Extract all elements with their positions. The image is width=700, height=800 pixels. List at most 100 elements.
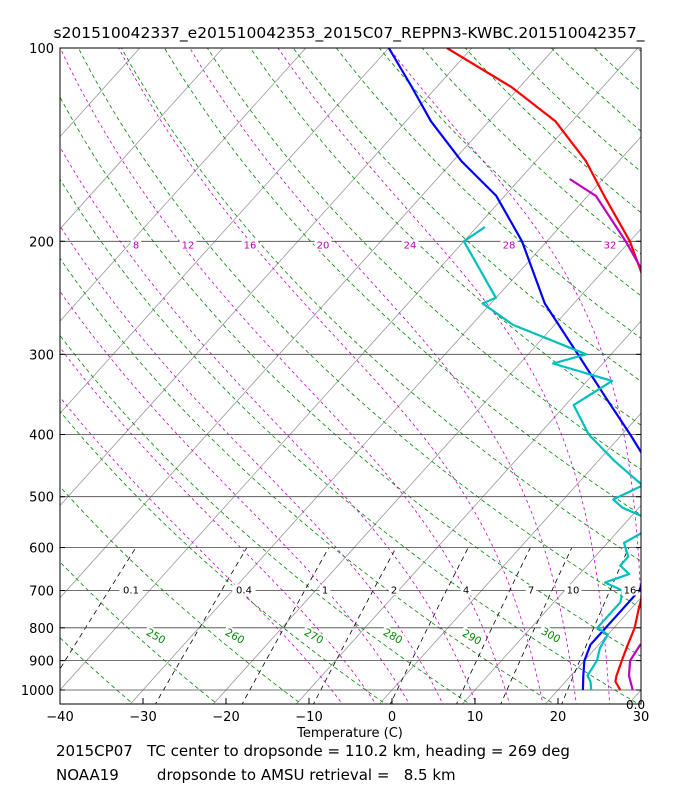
moist-adiabat-label: 24 bbox=[404, 241, 417, 252]
x-tick-label: 30 bbox=[633, 710, 650, 725]
x-tick-label: 20 bbox=[550, 710, 567, 725]
y-tick-label: 900 bbox=[29, 655, 54, 670]
moist-adiabat-label-bg bbox=[500, 239, 518, 251]
corner-label: 0.0 bbox=[626, 698, 645, 712]
mixing-ratio-label: 4 bbox=[463, 586, 469, 597]
mixing-ratio-label-bg bbox=[525, 584, 537, 596]
series-line-1 bbox=[446, 48, 641, 691]
dry-adiabat-label-bg bbox=[142, 624, 170, 648]
y-tick-label: 500 bbox=[29, 491, 54, 506]
moist-adiabat-line bbox=[60, 346, 377, 704]
mixing-ratio-label: 0.1 bbox=[123, 586, 139, 597]
moist-adiabat-label: 8 bbox=[133, 241, 139, 252]
mixing-ratio-line bbox=[60, 547, 137, 670]
mixing-ratio-label: 16 bbox=[624, 586, 637, 597]
x-tick-label: −20 bbox=[212, 710, 239, 725]
mixing-ratio-label: 7 bbox=[528, 586, 534, 597]
caption-line-1: 2015CP07 TC center to dropsonde = 110.2 … bbox=[56, 742, 570, 760]
mixing-ratio-line bbox=[389, 547, 469, 704]
dry-adiabat-line bbox=[60, 96, 641, 657]
series-line-3 bbox=[462, 226, 641, 691]
x-tick-label: −40 bbox=[46, 710, 73, 725]
dry-adiabat-label-bg bbox=[221, 624, 249, 648]
moist-adiabat-label: 32 bbox=[604, 241, 617, 252]
isotherm-line bbox=[60, 48, 141, 138]
isotherm-line bbox=[60, 48, 473, 507]
dry-adiabat-line bbox=[249, 48, 641, 426]
x-tick-label: −30 bbox=[129, 710, 156, 725]
dry-adiabat-line bbox=[60, 561, 218, 704]
moist-adiabat-label-bg bbox=[601, 239, 619, 251]
isotherm-line bbox=[461, 504, 641, 704]
mixing-ratio-label: 10 bbox=[567, 586, 580, 597]
dry-adiabat-line bbox=[335, 48, 641, 339]
x-axis-label: Temperature (C) bbox=[296, 726, 403, 740]
isotherm-line bbox=[378, 412, 641, 704]
y-tick-label: 200 bbox=[29, 235, 54, 250]
dry-adiabat-line bbox=[292, 48, 641, 382]
moist-adiabat-line bbox=[60, 146, 477, 704]
moist-adiabat-label: 28 bbox=[503, 241, 516, 252]
dry-adiabat-line bbox=[421, 48, 641, 255]
caption-line-2: NOAA19 dropsonde to AMSU retrieval = 8.5… bbox=[56, 766, 456, 784]
dry-adiabat-label-bg bbox=[537, 623, 565, 647]
isotherm-line bbox=[60, 48, 639, 691]
isotherm-line bbox=[212, 228, 641, 704]
moist-adiabat-label: 20 bbox=[317, 241, 330, 252]
mixing-ratio-line bbox=[500, 547, 573, 704]
dry-adiabat-label-bg bbox=[300, 624, 328, 648]
y-tick-label: 800 bbox=[29, 622, 54, 637]
moist-adiabat-label-bg bbox=[179, 239, 197, 251]
dry-adiabat-line bbox=[163, 48, 641, 516]
mixing-ratio-label-bg bbox=[232, 584, 256, 596]
x-tick-label: 0 bbox=[388, 710, 396, 725]
y-tick-label: 600 bbox=[29, 542, 54, 557]
isotherm-line bbox=[129, 136, 641, 704]
moist-adiabat-label-bg bbox=[314, 239, 332, 251]
mixing-ratio-line bbox=[456, 547, 531, 704]
mixing-ratio-label-bg bbox=[460, 584, 472, 596]
mixing-ratio-label-bg bbox=[319, 584, 331, 596]
dry-adiabat-line bbox=[60, 178, 640, 704]
moist-adiabat-line bbox=[60, 225, 444, 704]
moist-adiabat-label: 16 bbox=[244, 241, 257, 252]
dry-adiabat-line bbox=[60, 334, 471, 704]
isotherm-line bbox=[0, 34, 70, 707]
chart-title: s201510042337_e201510042353_2015C07_REPP… bbox=[54, 24, 645, 43]
dry-adiabat-line bbox=[60, 486, 303, 704]
isotherm-line bbox=[60, 48, 307, 322]
isotherm-line bbox=[60, 48, 556, 599]
moist-adiabat-label-bg bbox=[401, 239, 419, 251]
moist-adiabat-label-bg bbox=[241, 239, 259, 251]
dry-adiabat-line bbox=[60, 637, 134, 704]
dry-adiabat-line bbox=[378, 48, 641, 297]
isotherm-line bbox=[60, 48, 390, 414]
isotherm-line bbox=[60, 48, 224, 230]
isotherm-line bbox=[627, 689, 641, 704]
mixing-ratio-label: 2 bbox=[391, 586, 397, 597]
dry-adiabat-line bbox=[664, 34, 700, 707]
x-tick-label: 10 bbox=[467, 710, 484, 725]
series-line-2 bbox=[387, 48, 641, 691]
mixing-ratio-label-bg bbox=[621, 584, 639, 596]
y-tick-label: 400 bbox=[29, 429, 54, 444]
mixing-ratio-label-bg bbox=[564, 584, 582, 596]
dry-adiabat-line bbox=[120, 48, 641, 562]
dry-adiabat-line bbox=[77, 48, 641, 609]
moist-adiabat-label-bg bbox=[130, 239, 142, 251]
mixing-ratio-line bbox=[154, 547, 248, 704]
moist-adiabat-line bbox=[388, 48, 641, 618]
dry-adiabat-line bbox=[60, 410, 387, 704]
y-tick-label: 1000 bbox=[21, 684, 54, 699]
skewt-chart: s201510042337_e201510042353_2015C07_REPP… bbox=[0, 24, 700, 740]
dry-adiabat-label-bg bbox=[379, 624, 407, 648]
moist-adiabat-line bbox=[60, 396, 344, 704]
mixing-ratio-line bbox=[313, 547, 397, 704]
mixing-ratio-label: 1 bbox=[322, 586, 328, 597]
dry-adiabat-label-bg bbox=[458, 625, 486, 649]
y-tick-label: 700 bbox=[29, 585, 54, 600]
plot-frame bbox=[59, 47, 642, 705]
y-tick-label: 100 bbox=[29, 42, 54, 57]
mixing-ratio-label-bg bbox=[388, 584, 400, 596]
dry-adiabat-line bbox=[60, 257, 555, 704]
